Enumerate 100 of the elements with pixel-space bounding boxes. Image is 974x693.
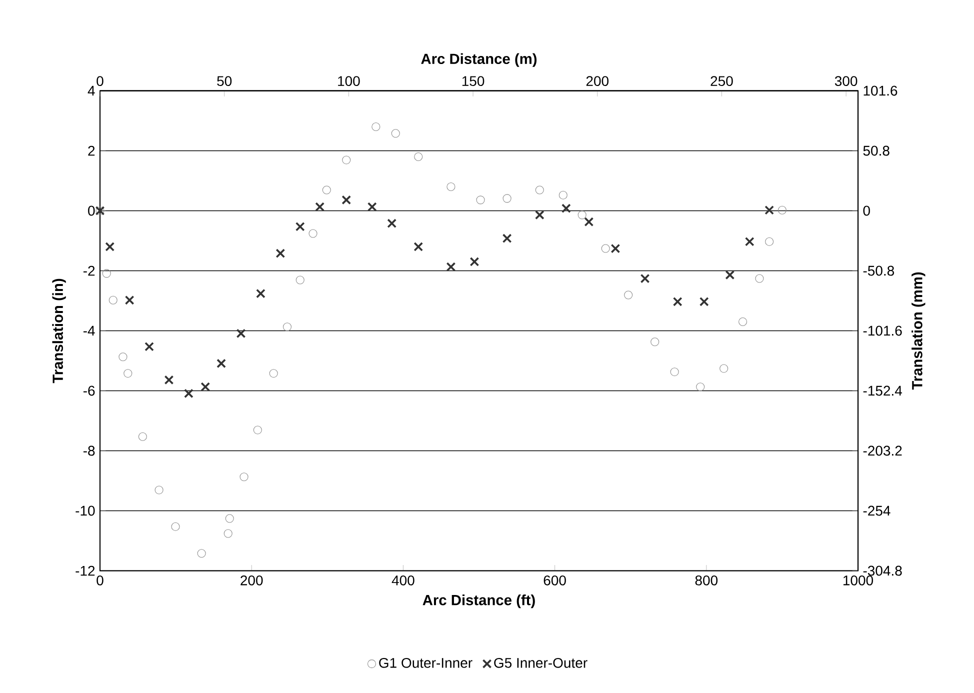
x2-tick-label: 250 bbox=[710, 76, 733, 86]
point bbox=[367, 202, 377, 212]
y-tick-label: 0 bbox=[88, 206, 95, 216]
point bbox=[269, 369, 278, 378]
point bbox=[322, 186, 331, 194]
point bbox=[391, 129, 400, 138]
point bbox=[778, 206, 786, 214]
point bbox=[372, 122, 380, 131]
legend-label: G5 Inner-Outer bbox=[494, 658, 588, 668]
point bbox=[414, 152, 423, 161]
point bbox=[699, 296, 709, 306]
y2-tick-label: -203.2 bbox=[863, 446, 902, 456]
point bbox=[240, 472, 248, 482]
x2-tick-label: 0 bbox=[96, 76, 104, 86]
point bbox=[276, 248, 286, 258]
y-tick-label: 4 bbox=[88, 86, 95, 96]
point bbox=[561, 204, 571, 214]
point bbox=[601, 244, 610, 253]
point bbox=[164, 375, 174, 385]
point bbox=[108, 296, 118, 304]
point bbox=[253, 426, 262, 434]
point bbox=[725, 270, 735, 280]
y2-axis-title: Translation (mm) bbox=[912, 272, 926, 390]
point bbox=[610, 244, 620, 254]
point bbox=[624, 290, 633, 300]
legend-label: G1 Outer-Inner bbox=[379, 658, 472, 668]
point bbox=[308, 229, 318, 238]
point bbox=[184, 388, 194, 398]
point bbox=[342, 195, 352, 205]
point bbox=[502, 234, 512, 244]
point bbox=[200, 382, 210, 392]
x-tick-label: 400 bbox=[392, 575, 414, 586]
point bbox=[738, 317, 748, 326]
point bbox=[502, 194, 512, 203]
point bbox=[470, 257, 480, 266]
point bbox=[558, 190, 568, 200]
x-tick-label: 800 bbox=[695, 575, 718, 586]
point bbox=[224, 529, 232, 538]
point bbox=[744, 236, 754, 246]
y-tick-label: -10 bbox=[76, 506, 95, 516]
point bbox=[315, 202, 325, 212]
point bbox=[124, 369, 132, 378]
point bbox=[105, 242, 115, 252]
point bbox=[764, 205, 774, 215]
point bbox=[102, 269, 111, 278]
point bbox=[256, 288, 266, 298]
point bbox=[154, 486, 164, 494]
point bbox=[535, 186, 544, 194]
point bbox=[755, 274, 764, 283]
point bbox=[236, 328, 246, 338]
point bbox=[282, 322, 292, 332]
point bbox=[387, 218, 397, 228]
y-tick-label: -4 bbox=[83, 326, 95, 336]
x2-tick-label: 50 bbox=[217, 76, 232, 86]
point bbox=[296, 276, 304, 284]
y2-tick-label: -50.8 bbox=[863, 266, 894, 276]
point bbox=[138, 432, 147, 441]
y-tick-label: -8 bbox=[83, 446, 95, 456]
x2-tick-label: 100 bbox=[338, 76, 360, 86]
y2-tick-label: -304.8 bbox=[863, 566, 902, 576]
point bbox=[670, 368, 679, 376]
y-tick-label: 2 bbox=[88, 146, 95, 156]
point bbox=[342, 156, 351, 164]
point bbox=[696, 382, 705, 392]
x2-axis-title: Arc Distance (m) bbox=[421, 53, 537, 67]
y-axis-title: Translation (in) bbox=[52, 278, 66, 384]
y2-tick-label: -101.6 bbox=[863, 326, 902, 336]
point bbox=[578, 210, 586, 220]
point bbox=[446, 182, 456, 192]
x-tick-label: 600 bbox=[544, 575, 566, 586]
x2-tick-label: 150 bbox=[462, 76, 484, 86]
y2-tick-label: -152.4 bbox=[863, 386, 902, 396]
point bbox=[144, 342, 154, 352]
point bbox=[124, 295, 134, 305]
point bbox=[672, 296, 682, 306]
point bbox=[225, 514, 234, 523]
x-axis-title: Arc Distance (ft) bbox=[422, 594, 535, 608]
point bbox=[720, 364, 728, 373]
x-tick-label: 200 bbox=[240, 575, 263, 586]
point bbox=[476, 196, 485, 204]
point bbox=[446, 262, 456, 272]
x2-tick-label: 200 bbox=[586, 76, 609, 86]
y2-tick-label: 0 bbox=[863, 206, 870, 216]
point bbox=[118, 352, 128, 362]
point bbox=[650, 338, 660, 346]
y-tick-label: -6 bbox=[83, 386, 95, 396]
y2-tick-label: 50.8 bbox=[863, 146, 890, 156]
y-tick-label: -2 bbox=[83, 266, 95, 276]
point bbox=[534, 210, 544, 220]
point bbox=[640, 274, 650, 284]
point bbox=[216, 358, 226, 368]
point bbox=[765, 237, 774, 246]
y2-tick-label: 101.6 bbox=[864, 86, 898, 96]
x2-tick-label: 300 bbox=[834, 76, 858, 86]
point bbox=[295, 222, 305, 232]
x-tick-label: 0 bbox=[96, 575, 104, 586]
point bbox=[197, 549, 206, 558]
point bbox=[171, 522, 180, 531]
point bbox=[414, 242, 424, 252]
y-tick-label: -12 bbox=[76, 566, 95, 576]
